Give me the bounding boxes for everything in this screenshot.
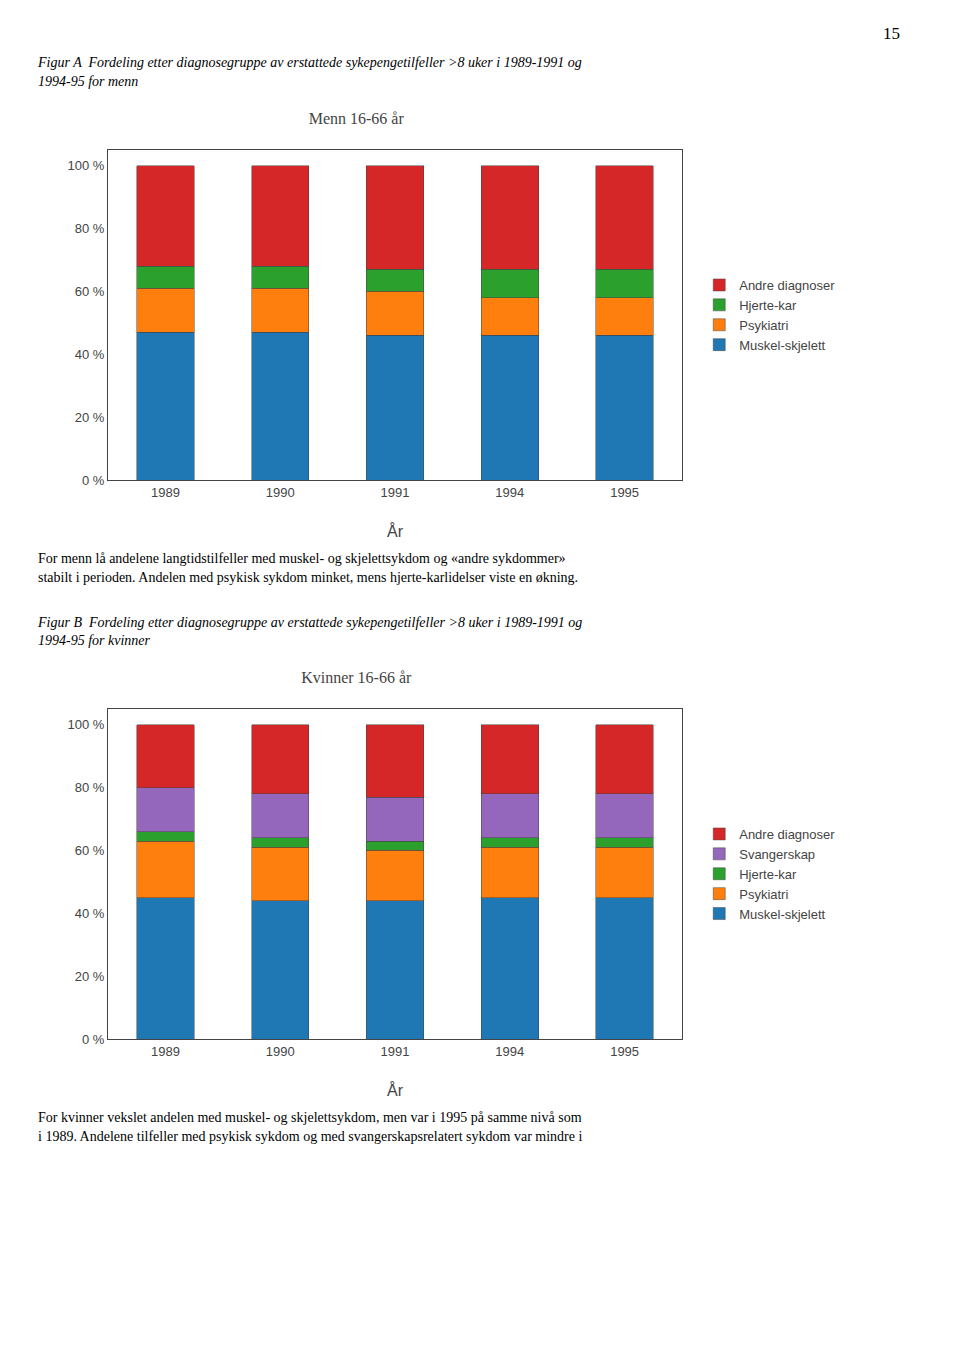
svg-text:0 %: 0 % <box>82 1032 105 1047</box>
svg-text:1989: 1989 <box>151 484 180 499</box>
svg-text:Andre diagnoser: Andre diagnoser <box>739 278 835 293</box>
svg-text:1994: 1994 <box>495 1044 524 1059</box>
html-text:15: 15 <box>883 24 900 43</box>
svg-text:Hjerte-kar: Hjerte-kar <box>739 298 797 313</box>
html-text:Figur A Fordeling etter diagno: Figur A Fordeling etter diagnosegruppe a… <box>38 55 582 89</box>
svg-text:Psykiatri: Psykiatri <box>739 887 788 902</box>
svg-text:1994: 1994 <box>495 484 524 499</box>
html-text:For kvinner vekslet andelen me: For kvinner vekslet andelen med muskel- … <box>38 1110 583 1145</box>
svg-text:Svangerskap: Svangerskap <box>739 847 815 862</box>
svg-text:1990: 1990 <box>266 484 295 499</box>
svg-text:60 %: 60 % <box>75 284 105 299</box>
svg-text:100 %: 100 % <box>68 158 105 173</box>
svg-text:1995: 1995 <box>610 484 639 499</box>
svg-text:Muskel-skjelett: Muskel-skjelett <box>739 338 825 353</box>
svg-text:Kvinner 16-66 år: Kvinner 16-66 år <box>301 670 412 687</box>
svg-text:1991: 1991 <box>381 1044 410 1059</box>
svg-text:Muskel-skjelett: Muskel-skjelett <box>739 907 825 922</box>
html-text:For menn lå andelene langtidst: For menn lå andelene langtidstilfeller m… <box>38 550 579 585</box>
svg-text:Menn 16-66 år: Menn 16-66 år <box>309 110 405 127</box>
svg-text:80 %: 80 % <box>75 780 105 795</box>
svg-text:100 %: 100 % <box>68 718 105 733</box>
svg-text:20 %: 20 % <box>75 409 105 424</box>
svg-text:80 %: 80 % <box>75 221 105 236</box>
svg-text:60 %: 60 % <box>75 843 105 858</box>
svg-text:40 %: 40 % <box>75 906 105 921</box>
svg-text:1990: 1990 <box>266 1044 295 1059</box>
svg-text:År: År <box>387 1081 404 1099</box>
svg-text:År: År <box>387 522 404 540</box>
html-text:Figur B Fordeling etter diagno: Figur B Fordeling etter diagnosegruppe a… <box>38 614 583 649</box>
svg-text:1989: 1989 <box>151 1044 180 1059</box>
svg-text:20 %: 20 % <box>75 969 105 984</box>
svg-text:40 %: 40 % <box>75 347 105 362</box>
svg-text:0 %: 0 % <box>82 472 105 487</box>
svg-text:1991: 1991 <box>381 484 410 499</box>
svg-text:1995: 1995 <box>610 1044 639 1059</box>
svg-text:Hjerte-kar: Hjerte-kar <box>739 867 797 882</box>
svg-text:Andre diagnoser: Andre diagnoser <box>739 827 835 842</box>
svg-text:Psykiatri: Psykiatri <box>739 318 788 333</box>
